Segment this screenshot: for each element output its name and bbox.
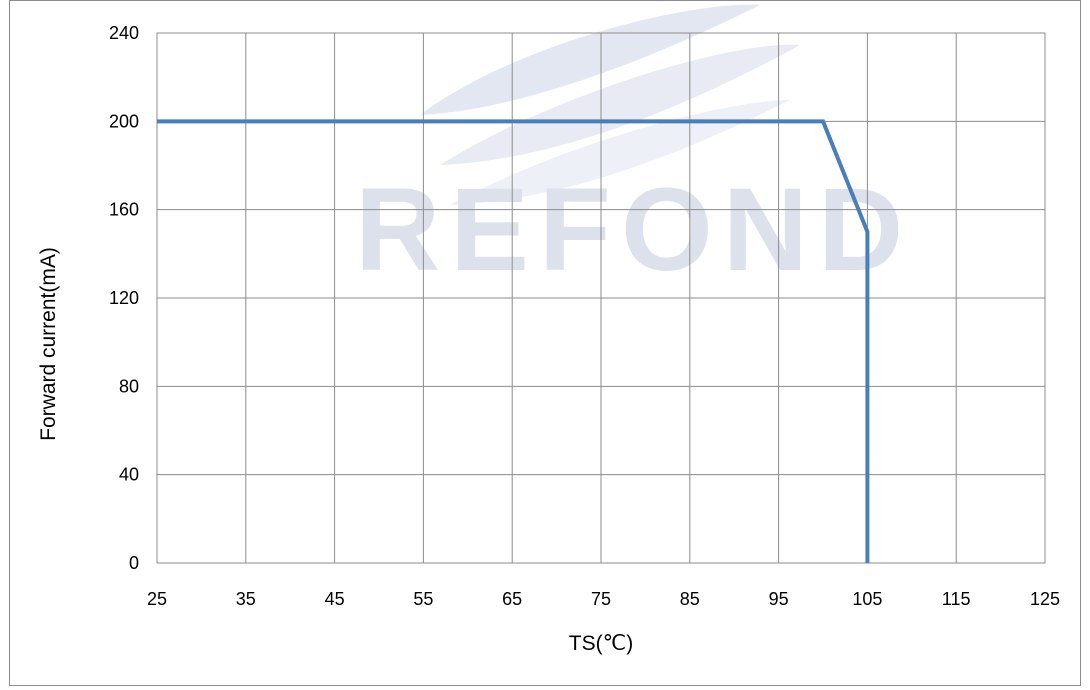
plot-border xyxy=(156,32,1046,564)
series-line xyxy=(157,119,870,563)
x-tick-label: 115 xyxy=(942,589,971,609)
x-tick-label: 85 xyxy=(680,589,700,609)
y-tick-label: 160 xyxy=(109,200,139,220)
watermark-text: REFOND xyxy=(355,164,913,296)
x-tick-label: 35 xyxy=(236,589,256,609)
x-tick-label: 95 xyxy=(769,589,789,609)
y-tick-label: 240 xyxy=(109,23,139,43)
x-tick-labels: 25 35 45 55 65 75 85 95 105 115 125 xyxy=(147,589,1060,609)
x-tick-label: 125 xyxy=(1030,589,1060,609)
x-axis-title: TS(℃) xyxy=(569,632,633,655)
x-tick-label: 55 xyxy=(413,589,433,609)
y-tick-labels: 0 40 80 120 160 200 240 xyxy=(109,23,139,573)
y-tick-label: 120 xyxy=(109,288,139,308)
x-tick-label: 75 xyxy=(591,589,611,609)
x-tick-label: 45 xyxy=(325,589,345,609)
x-tick-label: 105 xyxy=(852,589,882,609)
y-tick-label: 80 xyxy=(119,376,139,396)
x-tick-label: 25 xyxy=(147,589,167,609)
x-tick-label: 65 xyxy=(502,589,522,609)
y-tick-label: 200 xyxy=(109,111,139,131)
y-tick-label: 40 xyxy=(119,465,139,485)
y-axis-title: Forward current(mA) xyxy=(37,247,60,441)
plot-area-border xyxy=(156,32,1046,564)
refond-watermark: REFOND xyxy=(355,4,913,296)
grid-lines xyxy=(156,32,1046,564)
series-lines xyxy=(157,119,870,563)
y-tick-label: 0 xyxy=(129,553,139,573)
